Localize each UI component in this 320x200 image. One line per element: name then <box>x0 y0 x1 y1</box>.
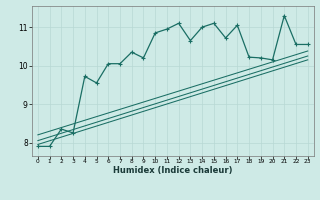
X-axis label: Humidex (Indice chaleur): Humidex (Indice chaleur) <box>113 166 233 175</box>
